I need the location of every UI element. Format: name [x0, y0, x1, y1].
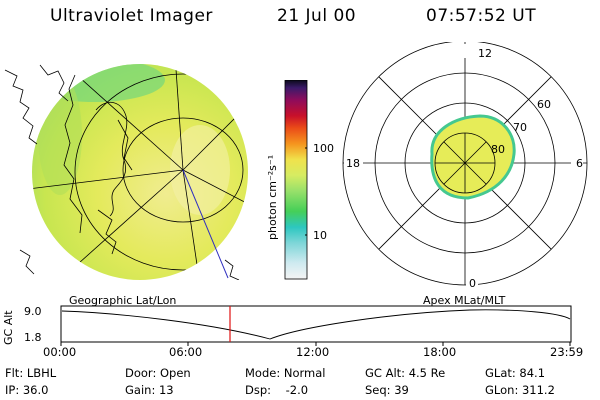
info-seq: Seq: 39 — [365, 383, 409, 397]
strip-ytick-9: 9.0 — [24, 305, 42, 318]
mlt-label-6: 6 — [576, 157, 583, 170]
altitude-curve — [61, 309, 571, 340]
strip-left-title: Geographic Lat/Lon — [69, 294, 177, 307]
mlt-label-18: 18 — [346, 157, 360, 170]
lat-label-60: 60 — [537, 98, 551, 111]
mlt-label-0: 0 — [469, 277, 476, 290]
colorbar-tick-10: 10 — [313, 229, 327, 242]
colorbar-tick-100: 100 — [313, 142, 334, 155]
strip-ytick-1.8: 1.8 — [24, 331, 42, 344]
info-ip: IP: 36.0 — [5, 383, 49, 397]
colorbar — [284, 80, 308, 280]
date-label: 21 Jul 00 — [277, 6, 357, 26]
geographic-image — [4, 64, 248, 280]
strip-xtick-1800: 18:00 — [423, 345, 457, 359]
info-door: Door: Open — [125, 366, 191, 380]
strip-right-title: Apex MLat/MLT — [423, 294, 506, 307]
info-glon: GLon: 311.2 — [485, 383, 555, 397]
altitude-strip-chart — [60, 305, 572, 346]
info-glat: GLat: 84.1 — [485, 366, 546, 380]
strip-xtick-0000: 00:00 — [43, 345, 77, 359]
info-mode: Mode: Normal — [245, 366, 326, 380]
lat-label-80: 80 — [491, 143, 505, 156]
strip-x-ticks — [60, 342, 571, 346]
info-dsp: Dsp: -2.0 — [245, 383, 309, 397]
strip-xtick-2359: 23:59 — [550, 345, 584, 359]
auroral-oval — [430, 114, 516, 200]
strip-xtick-1200: 12:00 — [296, 345, 330, 359]
lat-label-70: 70 — [513, 121, 527, 134]
time-label: 07:57:52 UT — [426, 6, 537, 26]
colorbar-unit-label: photon cm⁻²s⁻¹ — [266, 154, 279, 240]
info-flt: Flt: LBHL — [5, 366, 57, 380]
satellite-track-line — [182, 169, 229, 279]
info-gc-alt: GC Alt: 4.5 Re — [365, 366, 446, 380]
coastlines — [4, 64, 240, 280]
instrument-title: Ultraviolet Imager — [50, 6, 213, 26]
mlt-label-12: 12 — [478, 47, 492, 60]
polar-plot — [342, 42, 588, 290]
strip-ylabel: GC Alt — [2, 310, 15, 345]
info-gain: Gain: 13 — [125, 383, 174, 397]
strip-xtick-0600: 06:00 — [169, 345, 203, 359]
